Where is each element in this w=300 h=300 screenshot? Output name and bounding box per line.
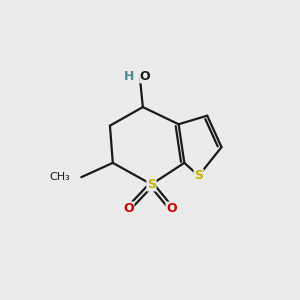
Text: S: S bbox=[194, 169, 203, 182]
Text: O: O bbox=[123, 202, 134, 215]
Text: CH₃: CH₃ bbox=[50, 172, 70, 182]
Text: O: O bbox=[166, 202, 177, 215]
Text: O: O bbox=[140, 70, 150, 83]
Text: S: S bbox=[147, 178, 156, 191]
Text: H: H bbox=[124, 70, 134, 83]
